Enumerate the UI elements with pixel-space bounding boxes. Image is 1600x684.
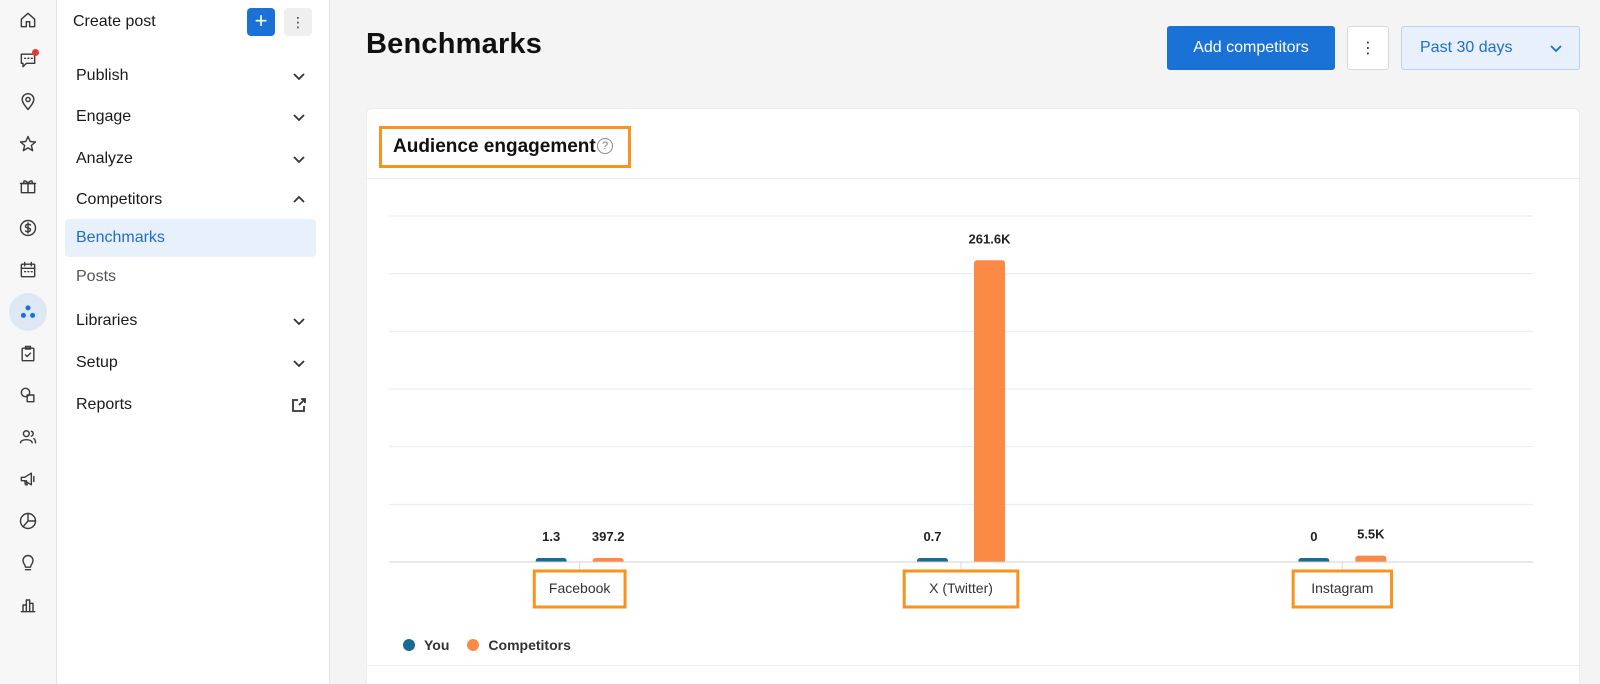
- nav-item-label: Reports: [76, 396, 133, 413]
- engagement-bar-chart: 1.3 397.2 Facebook 0.7 261.6K X (Twitter) 0 5.5…: [389, 215, 1533, 609]
- date-range-label: Past 30 days: [1420, 39, 1513, 56]
- chevron-down-icon: [292, 69, 306, 83]
- messages-icon[interactable]: [8, 42, 48, 78]
- nav-item-reports[interactable]: Reports: [65, 386, 316, 424]
- nav-item-label: Benchmarks: [76, 229, 165, 246]
- bar-x-twitter--you: [917, 558, 948, 562]
- audience-engagement-card: Audience engagement ? 1.3 397.2 Facebook 0.…: [366, 108, 1581, 684]
- date-range-select[interactable]: Past 30 days: [1401, 26, 1580, 70]
- chevron-down-icon: [292, 110, 306, 124]
- legend-label: You: [424, 637, 450, 653]
- nav-item-competitors[interactable]: Competitors: [65, 181, 316, 219]
- data-label: 0.7: [923, 529, 941, 544]
- nav-item-label: Analyze: [76, 150, 133, 167]
- data-label: 5.5K: [1357, 527, 1385, 542]
- bar-facebook-competitors: [592, 558, 624, 562]
- dollar-icon[interactable]: [8, 210, 48, 246]
- pie-chart-icon[interactable]: [8, 503, 48, 539]
- home-icon[interactable]: [8, 2, 48, 38]
- x-tick-label: Instagram: [1311, 580, 1373, 596]
- nav-item-engage[interactable]: Engage: [65, 98, 316, 136]
- external-link-icon: [290, 396, 308, 414]
- bar-instagram-you: [1298, 558, 1330, 562]
- data-label: 397.2: [592, 529, 625, 544]
- nav-item-analyze[interactable]: Analyze: [65, 140, 316, 178]
- more-options-button[interactable]: ⋮: [1347, 26, 1389, 70]
- data-label: 261.6K: [969, 231, 1012, 246]
- chevron-down-icon: [292, 356, 306, 370]
- task-check-icon[interactable]: [8, 336, 48, 372]
- gift-icon[interactable]: [8, 168, 48, 204]
- page-title: Benchmarks: [366, 28, 543, 60]
- card-title: Audience engagement: [393, 136, 596, 157]
- lightbulb-icon[interactable]: [8, 545, 48, 581]
- category-highlight-box: [532, 569, 627, 609]
- category-highlight-box: [1291, 569, 1394, 609]
- bar-x-twitter--competitors: [974, 260, 1005, 562]
- legend-label: Competitors: [488, 637, 571, 653]
- notification-dot: [32, 49, 39, 56]
- chevron-up-icon: [292, 193, 306, 207]
- card-divider: [367, 665, 1581, 666]
- legend-dot-competitors: [467, 639, 480, 651]
- bar-instagram-competitors: [1355, 555, 1387, 562]
- nav-item-publish[interactable]: Publish: [65, 57, 316, 95]
- x-tick-label: Facebook: [549, 580, 611, 596]
- data-label: 1.3: [542, 529, 560, 544]
- bar-chart-icon[interactable]: [8, 587, 48, 623]
- nav-item-label: Competitors: [76, 191, 163, 208]
- nav-item-label: Libraries: [76, 312, 138, 329]
- create-more-button[interactable]: ⋮: [284, 8, 312, 36]
- card-title-highlight: Audience engagement ?: [379, 126, 631, 168]
- category-highlight-box: [902, 569, 1020, 609]
- shapes-icon[interactable]: [8, 377, 48, 413]
- add-competitors-button[interactable]: Add competitors: [1167, 26, 1335, 70]
- competitors-icon[interactable]: [9, 293, 47, 331]
- star-icon[interactable]: [8, 126, 48, 162]
- calendar-icon[interactable]: [8, 252, 48, 288]
- nav-item-posts[interactable]: Posts: [65, 258, 316, 296]
- help-icon[interactable]: ?: [597, 138, 613, 154]
- data-label: 0: [1310, 529, 1317, 544]
- chart-legend: You Competitors: [403, 637, 571, 653]
- main-content: Benchmarks Add competitors ⋮ Past 30 day…: [330, 0, 1600, 684]
- legend-item-competitors[interactable]: Competitors: [467, 637, 571, 653]
- create-post-bar: Create post + ⋮: [57, 0, 330, 46]
- nav-panel: Create post + ⋮ Publish Engage Analyze C…: [57, 0, 330, 684]
- nav-item-benchmarks[interactable]: Benchmarks: [65, 219, 316, 257]
- nav-item-label: Setup: [76, 354, 118, 371]
- legend-dot-you: [403, 639, 415, 651]
- x-tick-label: X (Twitter): [929, 580, 993, 596]
- nav-item-label: Posts: [76, 268, 117, 285]
- create-post-label[interactable]: Create post: [73, 13, 156, 30]
- nav-item-label: Engage: [76, 108, 132, 125]
- card-header: Audience engagement ?: [367, 109, 1581, 179]
- nav-item-libraries[interactable]: Libraries: [65, 302, 316, 340]
- nav-item-setup[interactable]: Setup: [65, 344, 316, 382]
- chevron-down-icon: [292, 314, 306, 328]
- nav-item-label: Publish: [76, 67, 129, 84]
- create-post-button[interactable]: +: [247, 8, 275, 36]
- icon-rail: [0, 0, 57, 684]
- legend-item-you[interactable]: You: [403, 637, 449, 653]
- location-pin-icon[interactable]: [8, 84, 48, 120]
- megaphone-icon[interactable]: [8, 461, 48, 497]
- bar-facebook-you: [535, 558, 567, 562]
- chevron-down-icon: [1549, 41, 1563, 60]
- chevron-down-icon: [292, 152, 306, 166]
- people-icon[interactable]: [8, 419, 48, 455]
